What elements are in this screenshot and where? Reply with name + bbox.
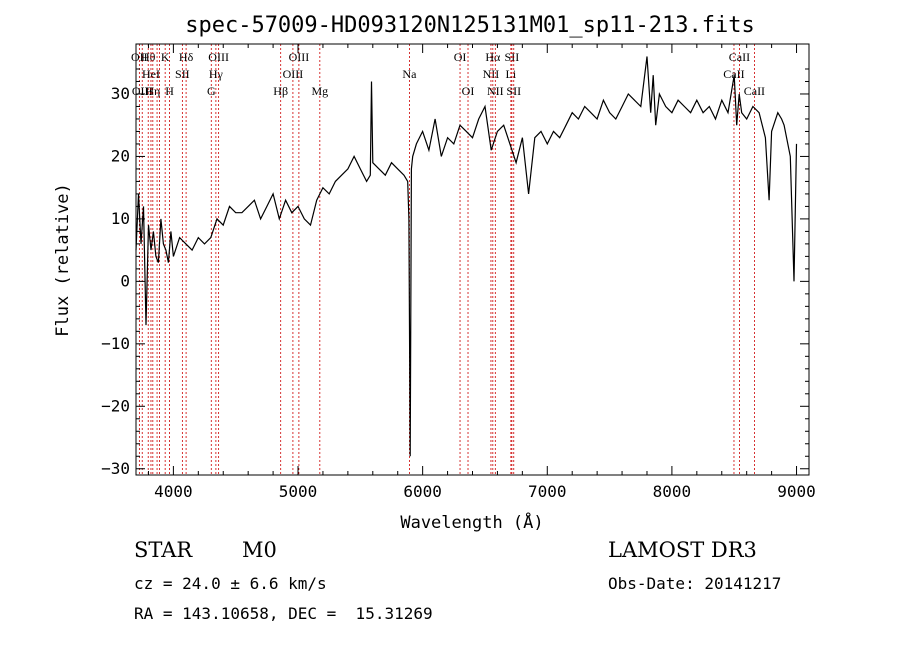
marker-label: Hη [145,84,160,98]
object-class: STAR [134,538,193,562]
x-tick-label: 4000 [154,482,193,501]
y-tick-label: 20 [111,146,130,165]
marker-label: SII [506,84,521,98]
y-tick-label: −10 [101,334,130,353]
x-tick-label: 8000 [653,482,692,501]
marker-label: OIII [289,50,310,64]
object-subclass: M0 [242,538,277,562]
marker-label: OIII [208,50,229,64]
emission-line-markers: OIIOIIIHθHeIHηKHSIIHδGHγOIIIHβOIIIOIIIMg… [131,44,765,475]
marker-label: HeI [142,67,160,81]
marker-label: Hβ [273,84,288,98]
marker-label: Na [402,67,417,81]
plot-frame [135,43,810,476]
y-tick-label: 10 [111,209,130,228]
marker-label: SII [175,67,190,81]
marker-label: NII [487,84,504,98]
survey-name: LAMOST DR3 [608,538,757,562]
marker-label: OIII [283,67,304,81]
y-tick-label: −20 [101,396,130,415]
y-axis-ticks: −30 −20 −10 0 10 20 30 [101,68,809,478]
x-axis-ticks: 4000 5000 6000 7000 8000 9000 [147,44,816,501]
marker-label: Li [506,67,517,81]
y-tick-label: 30 [111,84,130,103]
marker-label: Mg [311,84,328,98]
spectrum-line [135,56,798,457]
x-tick-label: 9000 [777,482,816,501]
marker-label: Hγ [209,67,224,81]
marker-label: CaII [729,50,750,64]
x-axis-label: Wavelength (Å) [400,511,543,533]
marker-label: Hδ [179,50,194,64]
marker-label: OIII [132,84,153,98]
chart-title: spec-57009-HD093120N125131M01_sp11-213.f… [185,13,755,38]
y-tick-label: 0 [120,271,130,290]
marker-label: H [165,84,174,98]
obs-date: Obs-Date: 20141217 [608,574,782,593]
marker-label: Hθ [141,50,156,64]
marker-label: G [207,84,216,98]
marker-label: Hα [485,50,501,64]
redshift-cz: cz = 24.0 ± 6.6 km/s [134,574,327,593]
x-tick-label: 5000 [279,482,318,501]
marker-label: NII [483,67,500,81]
marker-label: OII [131,50,148,64]
coordinates: RA = 143.10658, DEC = 15.31269 [134,604,433,623]
marker-label: OI [454,50,467,64]
marker-label: SII [505,50,520,64]
y-axis-label: Flux (relative) [53,183,73,337]
marker-label: CaII [744,84,765,98]
marker-label: OI [462,84,475,98]
y-tick-label: −30 [101,459,130,478]
x-tick-label: 6000 [403,482,442,501]
x-tick-label: 7000 [528,482,567,501]
marker-label: K [161,50,170,64]
